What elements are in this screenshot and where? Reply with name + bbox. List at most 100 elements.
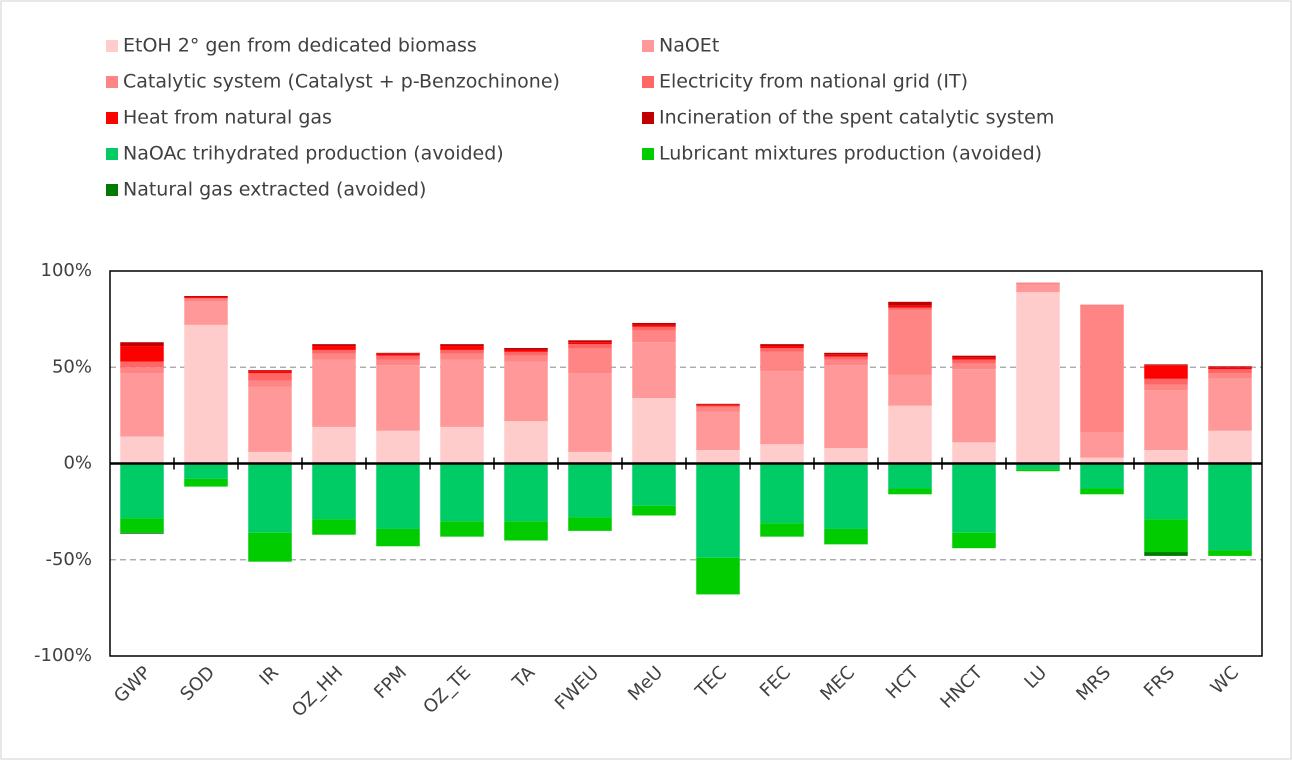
bar-segment	[440, 521, 484, 537]
bar-segment	[952, 442, 996, 464]
y-tick-label: 50%	[52, 356, 92, 377]
bar-segment	[568, 463, 612, 518]
bar-segment	[120, 367, 164, 374]
legend-swatch	[106, 148, 118, 160]
bar-segment	[1016, 292, 1060, 464]
bar-segment	[1208, 367, 1252, 370]
bar-segment	[120, 373, 164, 437]
bar-segment	[1016, 284, 1060, 293]
bar-segment	[568, 517, 612, 531]
bar-segment	[760, 523, 804, 537]
bar-segment	[696, 450, 740, 464]
bar-segment	[632, 324, 676, 327]
legend-label: Natural gas extracted (avoided)	[123, 179, 426, 201]
bar-segment	[504, 349, 548, 352]
bar-segment	[120, 463, 164, 519]
bar-segment	[1080, 463, 1124, 489]
bar-segment	[1208, 366, 1252, 368]
bar-segment	[1208, 550, 1252, 556]
bar-segment	[312, 349, 356, 354]
bar-segment	[376, 352, 420, 354]
bar-segment	[760, 371, 804, 445]
legend-swatch	[642, 40, 654, 52]
bar-segment	[952, 463, 996, 533]
bar-segment	[184, 298, 228, 302]
bar-segment	[376, 365, 420, 431]
bar-segment	[440, 353, 484, 360]
bar-segment	[632, 326, 676, 331]
bar-segment	[1144, 552, 1188, 556]
bar-segment	[1016, 469, 1060, 472]
bar-segment	[376, 430, 420, 464]
bar-segment	[696, 403, 740, 405]
bar-segment	[568, 451, 612, 464]
bar-segment	[824, 359, 868, 366]
y-tick-label: -100%	[34, 645, 92, 666]
bar-segment	[760, 344, 804, 347]
bar-segment	[888, 301, 932, 306]
bar-segment	[824, 528, 868, 545]
legend-label: NaOAc trihydrated production (avoided)	[123, 143, 504, 165]
bar-segment	[504, 348, 548, 350]
bar-segment	[824, 365, 868, 449]
bar-segment	[312, 463, 356, 520]
bar-segment	[184, 301, 228, 325]
y-tick-label: 100%	[41, 260, 92, 281]
legend-swatch	[642, 112, 654, 124]
bar-segment	[568, 342, 612, 345]
bar-segment	[952, 532, 996, 549]
bar-segment	[952, 363, 996, 370]
legend-swatch	[106, 112, 118, 124]
bar-segment	[696, 407, 740, 412]
bar-segment	[824, 463, 868, 529]
bar-segment	[952, 357, 996, 360]
bar-segment	[760, 444, 804, 464]
bar-segment	[184, 463, 228, 479]
bar-segment	[440, 344, 484, 347]
bar-segment	[248, 380, 292, 387]
legend-swatch	[106, 40, 118, 52]
legend-label: EtOH 2° gen from dedicated biomass	[123, 35, 477, 57]
bar-segment	[1208, 378, 1252, 431]
bar-segment	[1080, 305, 1124, 433]
bar-segment	[376, 463, 420, 529]
bar-segment	[376, 355, 420, 360]
bar-segment	[568, 373, 612, 452]
bar-segment	[824, 448, 868, 464]
legend-label: Catalytic system (Catalyst + p-Benzochin…	[123, 71, 560, 93]
bar-segment	[248, 386, 292, 452]
bar-segment	[248, 532, 292, 562]
bar-segment	[440, 349, 484, 354]
bar-segment	[184, 324, 228, 464]
bar-segment	[504, 521, 548, 541]
bar-segment	[760, 348, 804, 352]
bar-segment	[1144, 390, 1188, 451]
bar-segment	[696, 405, 740, 408]
bar-segment	[376, 359, 420, 366]
bar-segment	[888, 309, 932, 375]
bar-segment	[952, 355, 996, 358]
bar-segment	[1208, 463, 1252, 551]
bar-segment	[504, 361, 548, 422]
bar-segment	[632, 505, 676, 516]
legend-label: Electricity from national grid (IT)	[659, 71, 968, 93]
bar-segment	[824, 352, 868, 355]
bar-segment	[568, 340, 612, 343]
bar-segment	[248, 373, 292, 381]
bar-segment	[888, 305, 932, 308]
bar-segment	[1144, 365, 1188, 379]
bar-segment	[888, 307, 932, 310]
bar-segment	[632, 342, 676, 399]
bar-segment	[952, 359, 996, 364]
bar-segment	[120, 361, 164, 368]
bar-segment	[696, 557, 740, 595]
bar-segment	[632, 398, 676, 464]
bar-segment	[1080, 432, 1124, 458]
bar-segment	[888, 463, 932, 489]
bar-segment	[760, 351, 804, 372]
bar-segment	[1080, 488, 1124, 495]
bar-segment	[312, 359, 356, 427]
bar-segment	[184, 296, 228, 297]
bar-segment	[504, 355, 548, 362]
bar-segment	[952, 369, 996, 443]
